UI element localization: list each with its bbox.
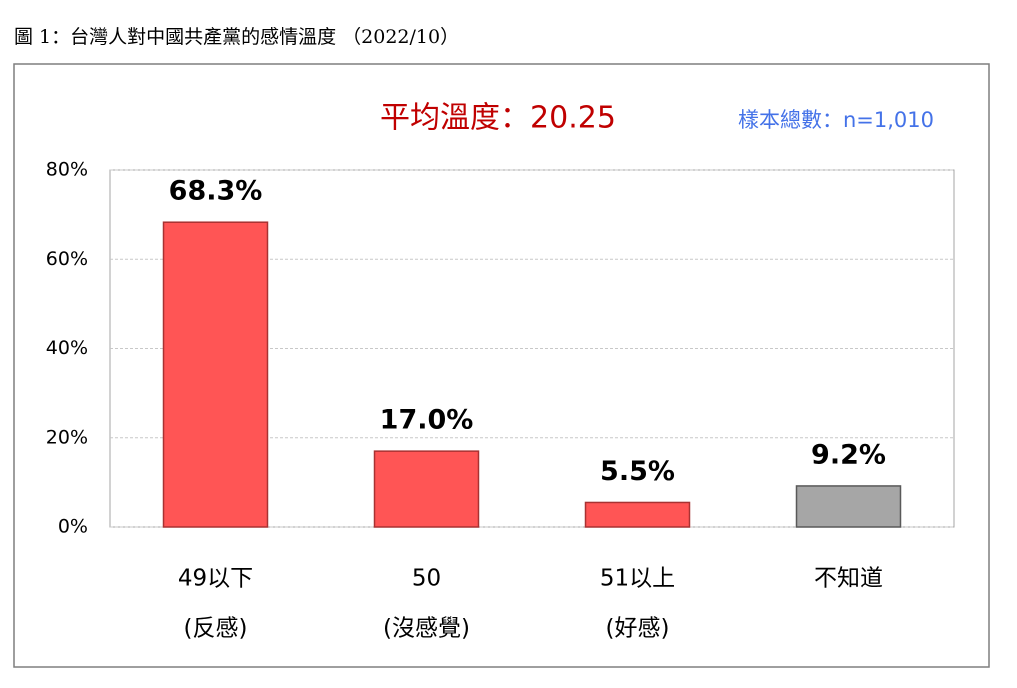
bar <box>584 501 691 528</box>
y-tick-label: 60% <box>46 248 88 270</box>
x-tick-label: 50 <box>412 566 441 592</box>
frame <box>13 63 990 668</box>
value-label: 5.5% <box>600 456 675 487</box>
y-tick-label: 0% <box>58 516 88 538</box>
bar <box>795 485 902 528</box>
bar <box>162 221 269 528</box>
value-label: 9.2% <box>811 439 886 470</box>
x-tick-label: (沒感覺) <box>383 616 470 642</box>
sample-annotation: 樣本總數：n=1,010 <box>738 108 934 132</box>
y-tick-label: 80% <box>46 159 88 181</box>
average-annotation: 平均溫度：20.25 <box>380 101 616 136</box>
chart-title: 圖 1：台灣人對中國共產黨的感情溫度 （2022/10） <box>14 26 459 48</box>
value-label: 17.0% <box>380 405 474 436</box>
x-tick-label: 不知道 <box>814 566 883 592</box>
y-tick-label: 20% <box>46 426 88 448</box>
bar <box>373 450 480 528</box>
x-tick-label: 49以下 <box>178 566 253 592</box>
value-label: 68.3% <box>169 176 263 207</box>
x-tick-label: (好感) <box>606 616 670 642</box>
x-tick-label: 51以上 <box>600 566 675 592</box>
x-tick-label: (反感) <box>184 616 248 642</box>
y-tick-label: 40% <box>46 337 88 359</box>
